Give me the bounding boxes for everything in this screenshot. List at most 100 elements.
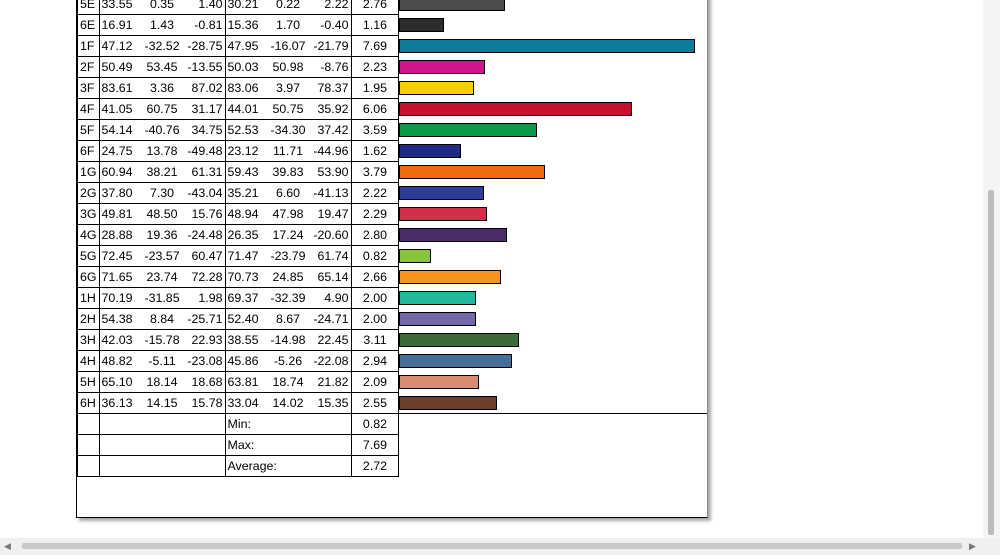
- reference-l-value: 15.36: [227, 18, 259, 32]
- measured-a-value: -32.52: [144, 39, 180, 53]
- patch-id: 1G: [77, 161, 100, 183]
- patch-id: 5F: [77, 119, 100, 141]
- bar-6F: [399, 143, 462, 158]
- delta-e-value: 1.95: [350, 77, 400, 99]
- bar-cell: [398, 35, 707, 57]
- measured-lab: 33.55 0.35 1.40: [98, 0, 226, 15]
- patch-id: 6G: [77, 266, 100, 288]
- measured-lab: 47.12 -32.52 -28.75: [98, 35, 226, 57]
- reference-l-value: 47.95: [227, 39, 259, 53]
- measured-lab: 42.03 -15.78 22.93: [98, 329, 226, 351]
- bar-cell: [398, 0, 707, 15]
- bar-3H: [399, 332, 520, 347]
- reference-a-value: -5.26: [273, 354, 303, 368]
- summary-blank: [98, 413, 226, 435]
- measured-lab: 71.65 23.74 72.28: [98, 266, 226, 288]
- reference-l-value: 23.12: [227, 144, 259, 158]
- measured-a-value: 14.15: [146, 396, 178, 410]
- measured-a-value: 23.74: [146, 270, 178, 284]
- measured-lab: 49.81 48.50 15.76: [98, 203, 226, 225]
- reference-a-value: 3.97: [275, 81, 301, 95]
- patch-id: 5E: [77, 0, 100, 15]
- reference-b-value: -0.40: [320, 18, 349, 32]
- summary-label: Average:: [224, 455, 352, 477]
- reference-lab: 70.73 24.85 65.14: [224, 266, 352, 288]
- delta-e-value: 2.76: [350, 0, 400, 15]
- measured-b-value: -23.08: [187, 354, 223, 368]
- reference-b-value: -41.13: [313, 186, 349, 200]
- reference-a-value: 0.22: [275, 0, 301, 11]
- table-row: 4H 48.82 -5.11 -23.08 45.86 -5.26 -22.08 2.94: [77, 350, 707, 372]
- measured-a-value: 18.14: [146, 375, 178, 389]
- patch-id: 5G: [77, 245, 100, 267]
- bar-cell: [398, 56, 707, 78]
- reference-lab: 44.01 50.75 35.92: [224, 98, 352, 120]
- bar-1G: [399, 164, 546, 179]
- chevron-right-icon[interactable]: ▶: [969, 541, 976, 551]
- patch-id: 4G: [77, 224, 100, 246]
- measured-a-value: 8.84: [149, 312, 175, 326]
- bar-1F: [399, 38, 696, 53]
- measured-lab: 54.38 8.84 -25.71: [98, 308, 226, 330]
- patch-id: 5H: [77, 371, 100, 393]
- measured-b-value: 60.47: [191, 249, 223, 263]
- reference-l-value: 71.47: [227, 249, 259, 263]
- bar-cell: [398, 392, 707, 414]
- vertical-scrollbar-thumb[interactable]: [988, 190, 994, 535]
- delta-e-value: 7.69: [350, 35, 400, 57]
- measured-b-value: 72.28: [191, 270, 223, 284]
- measured-l-value: 48.82: [101, 354, 133, 368]
- reference-a-value: 11.71: [272, 144, 304, 158]
- measured-lab: 37.80 7.30 -43.04: [98, 182, 226, 204]
- summary-blank: [98, 455, 226, 477]
- reference-a-value: 14.02: [272, 396, 304, 410]
- reference-lab: 71.47 -23.79 61.74: [224, 245, 352, 267]
- measured-a-value: -5.11: [148, 354, 176, 368]
- reference-a-value: 50.98: [272, 60, 304, 74]
- delta-e-value: 0.82: [350, 245, 400, 267]
- reference-lab: 33.04 14.02 15.35: [224, 392, 352, 414]
- bar-cell: [398, 287, 707, 309]
- patch-id: 1H: [77, 287, 100, 309]
- measured-l-value: 54.14: [101, 123, 133, 137]
- measured-b-value: 1.98: [198, 291, 223, 305]
- reference-lab: 45.86 -5.26 -22.08: [224, 350, 352, 372]
- reference-l-value: 26.35: [227, 228, 259, 242]
- measured-lab: 50.49 53.45 -13.55: [98, 56, 226, 78]
- patch-id: 3H: [77, 329, 100, 351]
- horizontal-scrollbar-thumb[interactable]: [22, 543, 962, 549]
- delta-e-value: 2.00: [350, 308, 400, 330]
- reference-lab: 47.95 -16.07 -21.79: [224, 35, 352, 57]
- bar-4G: [399, 227, 508, 242]
- reference-lab: 35.21 6.60 -41.13: [224, 182, 352, 204]
- reference-l-value: 33.04: [227, 396, 259, 410]
- reference-b-value: 15.35: [317, 396, 349, 410]
- summary-blank: [77, 413, 100, 435]
- bar-cell: [398, 77, 707, 99]
- measured-l-value: 16.91: [101, 18, 133, 32]
- reference-b-value: 2.22: [324, 0, 349, 11]
- reference-b-value: 19.47: [317, 207, 349, 221]
- summary-blank: [77, 455, 100, 477]
- chevron-left-icon[interactable]: ◀: [4, 541, 11, 551]
- summary-value: 2.72: [350, 455, 400, 477]
- measured-b-value: 61.31: [191, 165, 223, 179]
- measured-b-value: 87.02: [191, 81, 223, 95]
- reference-a-value: -23.79: [270, 249, 306, 263]
- measured-a-value: 60.75: [146, 102, 178, 116]
- bar-5E: [399, 0, 506, 11]
- measured-l-value: 83.61: [101, 81, 133, 95]
- reference-lab: 38.55 -14.98 22.45: [224, 329, 352, 351]
- reference-b-value: 22.45: [317, 333, 349, 347]
- measured-a-value: -23.57: [144, 249, 180, 263]
- summary-blank: [398, 413, 707, 435]
- reference-b-value: 53.90: [317, 165, 349, 179]
- measured-lab: 60.94 38.21 61.31: [98, 161, 226, 183]
- measured-b-value: 22.93: [191, 333, 223, 347]
- measured-l-value: 33.55: [101, 0, 133, 11]
- patch-id: 4F: [77, 98, 100, 120]
- measured-b-value: 31.17: [191, 102, 223, 116]
- delta-e-value: 2.55: [350, 392, 400, 414]
- measured-b-value: -43.04: [187, 186, 223, 200]
- measured-l-value: 71.65: [101, 270, 133, 284]
